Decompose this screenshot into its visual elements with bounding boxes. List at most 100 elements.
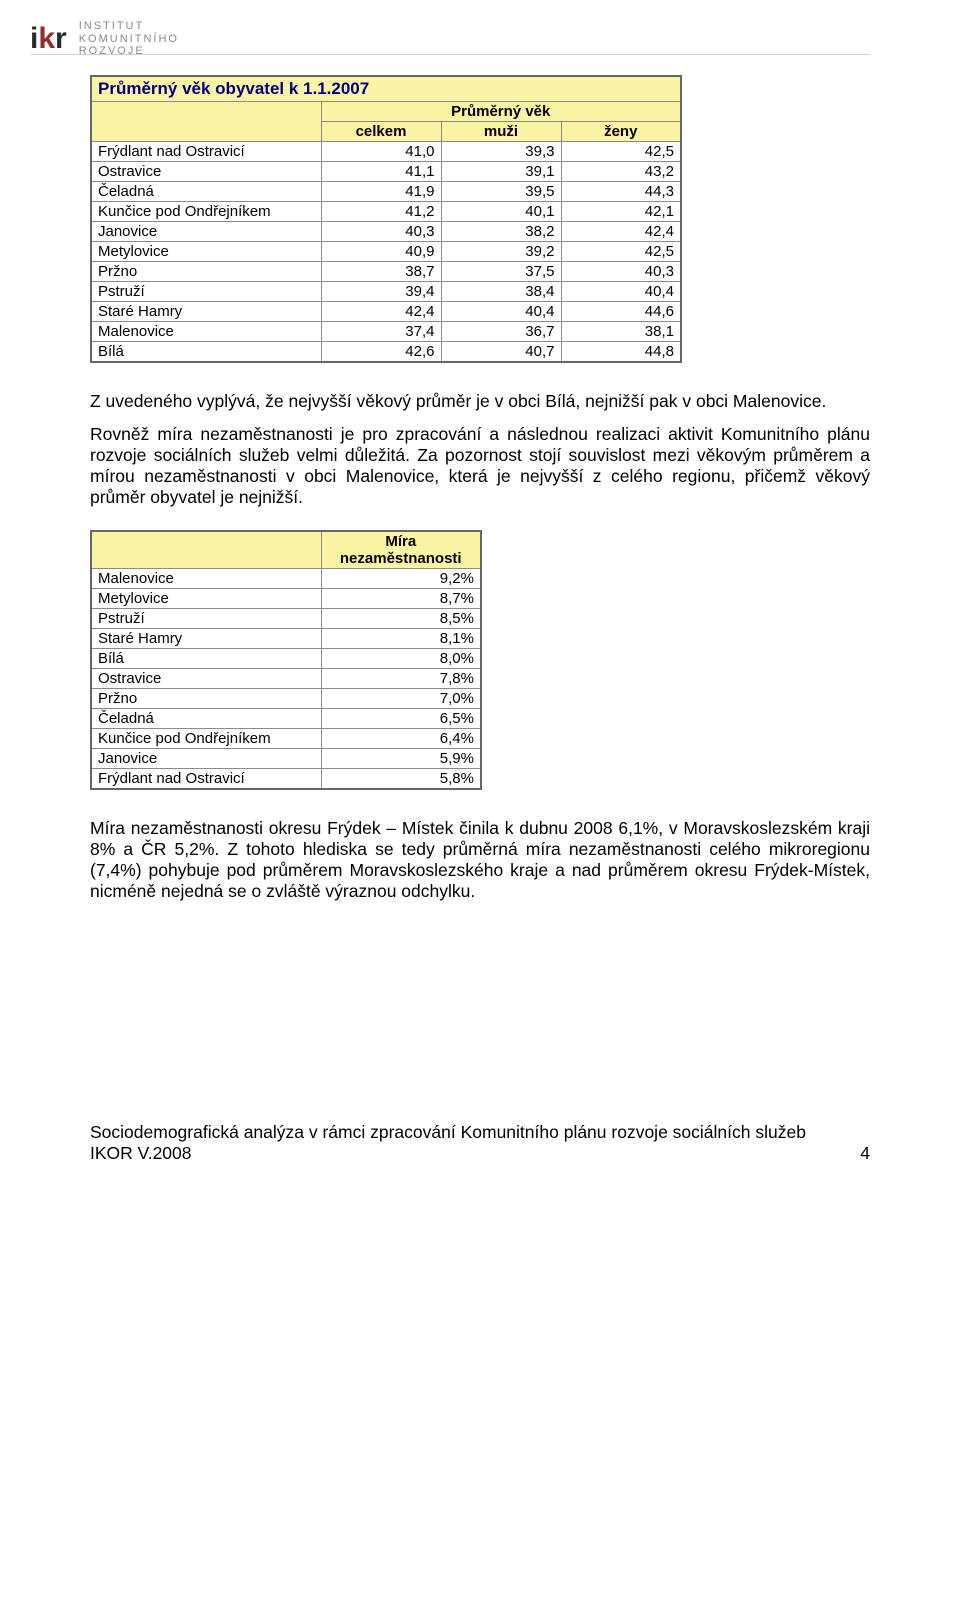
table-cell-value: 37,5 — [441, 261, 561, 281]
table-cell-value: 42,1 — [561, 201, 681, 221]
logo-letter-r: r — [55, 22, 67, 55]
table-cell-value: 8,5% — [321, 609, 481, 629]
table-cell-value: 8,7% — [321, 589, 481, 609]
table2-head-line2: nezaměstnanosti — [340, 550, 462, 567]
table-row: Ostravice7,8% — [91, 669, 481, 689]
table-row: Frýdlant nad Ostravicí41,039,342,5 — [91, 141, 681, 161]
table-cell-name: Pržno — [91, 261, 321, 281]
table-row: Malenovice9,2% — [91, 569, 481, 589]
table-cell-value: 42,5 — [561, 141, 681, 161]
table-cell-name: Janovice — [91, 221, 321, 241]
table-cell-value: 43,2 — [561, 161, 681, 181]
table-cell-name: Staré Hamry — [91, 629, 321, 649]
table-row: Bílá42,640,744,8 — [91, 341, 681, 362]
footer-line1: Sociodemografická analýza v rámci zpraco… — [90, 1122, 870, 1143]
table1-group-header: Průměrný věk — [321, 101, 681, 121]
table-cell-value: 44,3 — [561, 181, 681, 201]
footer-page-number: 4 — [860, 1143, 870, 1164]
header-logo-block: ikr INSTITUT KOMUNITNÍHO ROZVOJE — [30, 20, 870, 55]
table-cell-name: Pstruží — [91, 609, 321, 629]
table2-head-line1: Míra — [385, 533, 416, 550]
table-cell-name: Bílá — [91, 341, 321, 362]
table2-header: Míra nezaměstnanosti — [321, 531, 481, 569]
table-cell-value: 38,7 — [321, 261, 441, 281]
table-cell-value: 40,4 — [561, 281, 681, 301]
table-cell-name: Metylovice — [91, 241, 321, 261]
table-cell-value: 40,4 — [441, 301, 561, 321]
table-cell-value: 39,4 — [321, 281, 441, 301]
table-cell-value: 42,4 — [561, 221, 681, 241]
table-cell-value: 41,9 — [321, 181, 441, 201]
table-row: Pržno38,737,540,3 — [91, 261, 681, 281]
table-cell-value: 5,8% — [321, 769, 481, 790]
table-cell-value: 40,7 — [441, 341, 561, 362]
table1-title: Průměrný věk obyvatel k 1.1.2007 — [91, 76, 681, 102]
logo-letter-k: k — [38, 22, 55, 55]
table-cell-name: Pržno — [91, 689, 321, 709]
table-average-age: Průměrný věk obyvatel k 1.1.2007 Průměrn… — [90, 75, 682, 363]
table-cell-value: 39,5 — [441, 181, 561, 201]
table-cell-value: 38,2 — [441, 221, 561, 241]
table-cell-value: 8,0% — [321, 649, 481, 669]
table-cell-value: 38,1 — [561, 321, 681, 341]
table-row: Čeladná6,5% — [91, 709, 481, 729]
table-cell-name: Kunčice pod Ondřejníkem — [91, 729, 321, 749]
logo-text-line3: ROZVOJE — [79, 45, 145, 57]
table-cell-value: 42,6 — [321, 341, 441, 362]
table-cell-name: Malenovice — [91, 321, 321, 341]
table-cell-value: 37,4 — [321, 321, 441, 341]
table-cell-name: Metylovice — [91, 589, 321, 609]
table-cell-value: 42,5 — [561, 241, 681, 261]
table-row: Ostravice41,139,143,2 — [91, 161, 681, 181]
logo-text-line2: KOMUNITNÍHO — [79, 33, 179, 45]
table-cell-value: 39,2 — [441, 241, 561, 261]
logo-row: ikr INSTITUT KOMUNITNÍHO ROZVOJE — [30, 20, 870, 58]
logo-text: INSTITUT KOMUNITNÍHO ROZVOJE — [79, 20, 179, 58]
table-row: Kunčice pod Ondřejníkem6,4% — [91, 729, 481, 749]
table-row: Čeladná41,939,544,3 — [91, 181, 681, 201]
table-cell-name: Janovice — [91, 749, 321, 769]
paragraph-2: Rovněž míra nezaměstnanosti je pro zprac… — [90, 424, 870, 508]
table-cell-value: 8,1% — [321, 629, 481, 649]
table-cell-value: 6,4% — [321, 729, 481, 749]
table-row: Metylovice40,939,242,5 — [91, 241, 681, 261]
table-cell-name: Ostravice — [91, 669, 321, 689]
table-cell-value: 7,0% — [321, 689, 481, 709]
table-cell-value: 9,2% — [321, 569, 481, 589]
footer: Sociodemografická analýza v rámci zpraco… — [90, 1122, 870, 1164]
footer-left: IKOR V.2008 — [90, 1143, 192, 1164]
table-cell-value: 41,1 — [321, 161, 441, 181]
table-cell-value: 39,3 — [441, 141, 561, 161]
paragraph-1: Z uvedeného vyplývá, že nejvyšší věkový … — [90, 391, 870, 412]
table1-col-celkem: celkem — [321, 121, 441, 141]
table-row: Pstruží8,5% — [91, 609, 481, 629]
table-unemployment: Míra nezaměstnanosti Malenovice9,2%Metyl… — [90, 530, 482, 791]
table-cell-name: Bílá — [91, 649, 321, 669]
table-cell-name: Frýdlant nad Ostravicí — [91, 769, 321, 790]
table-cell-name: Malenovice — [91, 569, 321, 589]
table2-name-col-header — [91, 531, 321, 569]
table-cell-value: 41,0 — [321, 141, 441, 161]
table-cell-value: 40,3 — [321, 221, 441, 241]
table1-name-col-header — [91, 101, 321, 141]
logo-text-line1: INSTITUT — [79, 20, 145, 32]
table-cell-name: Čeladná — [91, 181, 321, 201]
table-row: Bílá8,0% — [91, 649, 481, 669]
table-row: Kunčice pod Ondřejníkem41,240,142,1 — [91, 201, 681, 221]
table-cell-name: Pstruží — [91, 281, 321, 301]
table-cell-value: 42,4 — [321, 301, 441, 321]
table-cell-name: Čeladná — [91, 709, 321, 729]
table-row: Janovice5,9% — [91, 749, 481, 769]
table-cell-name: Ostravice — [91, 161, 321, 181]
table-cell-value: 44,6 — [561, 301, 681, 321]
table-row: Malenovice37,436,738,1 — [91, 321, 681, 341]
table-cell-value: 40,9 — [321, 241, 441, 261]
table-row: Janovice40,338,242,4 — [91, 221, 681, 241]
table-cell-value: 39,1 — [441, 161, 561, 181]
table-row: Staré Hamry8,1% — [91, 629, 481, 649]
paragraph-3: Míra nezaměstnanosti okresu Frýdek – Mís… — [90, 818, 870, 902]
table-cell-value: 5,9% — [321, 749, 481, 769]
table-cell-value: 38,4 — [441, 281, 561, 301]
table-cell-value: 40,1 — [441, 201, 561, 221]
table-cell-value: 6,5% — [321, 709, 481, 729]
